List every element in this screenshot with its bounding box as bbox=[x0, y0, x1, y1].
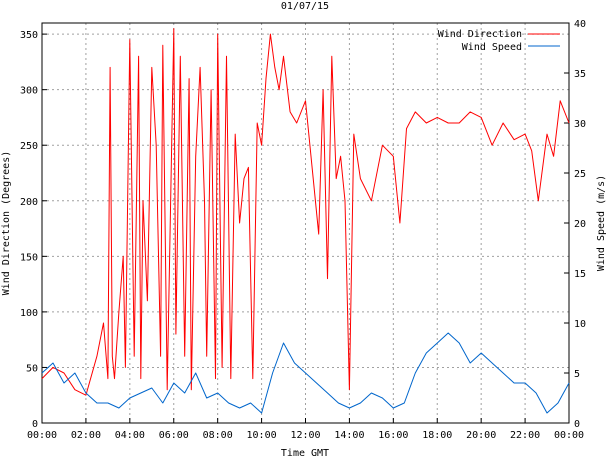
legend: Wind Direction Wind Speed bbox=[438, 29, 560, 53]
y-left-tick-label: 150 bbox=[20, 252, 38, 263]
y-right-tick-label: 35 bbox=[574, 69, 586, 80]
series-layer bbox=[41, 28, 570, 414]
x-tick-label: 06:00 bbox=[159, 430, 189, 441]
y-right-tick-label: 40 bbox=[574, 19, 586, 30]
y-left-tick-label: 200 bbox=[20, 197, 38, 208]
legend-label-wind-speed: Wind Speed bbox=[462, 42, 522, 53]
y-right-tick-label: 0 bbox=[574, 419, 580, 430]
x-tick-label: 16:00 bbox=[378, 430, 408, 441]
y-axis-right-title: Wind Speed (m/s) bbox=[596, 175, 607, 271]
ticks-layer: 00:00 02:00 04:00 06:00 08:00 10:00 12:00 14:00… bbox=[20, 19, 586, 441]
x-tick-label: 00:00 bbox=[27, 430, 57, 441]
x-tick-label: 08:00 bbox=[203, 430, 233, 441]
y-right-tick-label: 10 bbox=[574, 319, 586, 330]
y-left-tick-label: 350 bbox=[20, 30, 38, 41]
x-tick-label: 22:00 bbox=[510, 430, 540, 441]
series-line-wind-speed bbox=[41, 332, 570, 414]
chart-title: 01/07/15 bbox=[281, 1, 329, 12]
x-tick-label: 10:00 bbox=[247, 430, 277, 441]
x-axis-title: Time GMT bbox=[281, 448, 329, 459]
y-right-tick-label: 25 bbox=[574, 169, 586, 180]
y-right-tick-label: 30 bbox=[574, 119, 586, 130]
y-left-tick-label: 50 bbox=[26, 363, 38, 374]
series-line-wind-direction bbox=[41, 28, 570, 396]
y-right-tick-label: 5 bbox=[574, 369, 580, 380]
y-left-tick-label: 0 bbox=[32, 419, 38, 430]
x-tick-label: 20:00 bbox=[466, 430, 496, 441]
x-tick-label: 18:00 bbox=[422, 430, 452, 441]
x-tick-label: 04:00 bbox=[115, 430, 145, 441]
y-right-tick-label: 20 bbox=[574, 219, 586, 230]
x-tick-label: 12:00 bbox=[290, 430, 320, 441]
x-tick-label: 00:00 bbox=[554, 430, 584, 441]
grid-layer bbox=[42, 23, 569, 423]
x-tick-label: 02:00 bbox=[71, 430, 101, 441]
y-left-tick-label: 250 bbox=[20, 141, 38, 152]
y-axis-left-title: Wind Direction (Degrees) bbox=[1, 151, 12, 296]
y-left-tick-label: 300 bbox=[20, 86, 38, 97]
y-left-tick-label: 100 bbox=[20, 308, 38, 319]
y-right-tick-label: 15 bbox=[574, 269, 586, 280]
legend-label-wind-direction: Wind Direction bbox=[438, 29, 522, 40]
x-tick-label: 14:00 bbox=[334, 430, 364, 441]
